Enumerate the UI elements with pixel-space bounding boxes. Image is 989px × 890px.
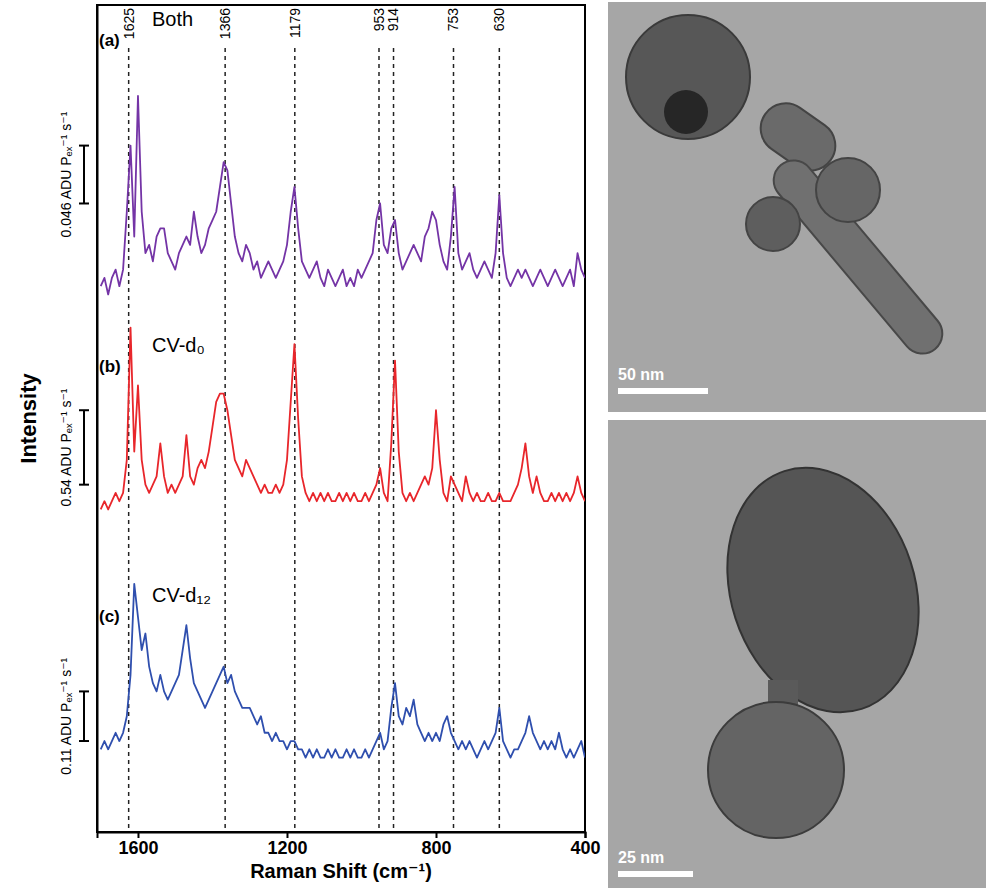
scale-bar-line bbox=[618, 388, 708, 394]
x-tick-label: 1600 bbox=[118, 838, 158, 858]
x-axis: 1600 1200 800 400 bbox=[98, 832, 601, 858]
tem-image: 50 nm bbox=[608, 2, 986, 412]
particle bbox=[664, 90, 708, 134]
tem-background bbox=[608, 2, 986, 412]
y-axis bbox=[97, 6, 98, 833]
panel-letter: (c) bbox=[99, 607, 120, 626]
particle bbox=[697, 443, 949, 738]
series-label: CV-d₀ bbox=[152, 334, 205, 356]
scale-bar-line bbox=[83, 410, 85, 484]
scale-bar-line bbox=[83, 146, 85, 204]
tem-background bbox=[608, 420, 986, 888]
particle bbox=[626, 15, 750, 139]
spectrum-line bbox=[101, 96, 585, 294]
scale-bar-label: 0.54 ADU Pₑₓ⁻¹ s⁻¹ bbox=[58, 388, 74, 506]
reference-line bbox=[378, 48, 380, 832]
reference-label: 914 bbox=[385, 8, 401, 32]
annotations: (a) Both 0.046 ADU Pₑₓ⁻¹ s⁻¹ (b) CV-d₀ 0.54 A… bbox=[58, 8, 211, 775]
scale-bar-cap bbox=[79, 690, 89, 692]
reference-label: 1366 bbox=[217, 8, 233, 39]
reference-lines: 162513661179953914753630 bbox=[121, 8, 508, 832]
reference-line bbox=[393, 48, 395, 832]
particle bbox=[746, 197, 800, 251]
particle bbox=[766, 152, 951, 362]
figure-container: 162513661179953914753630(a)Both0.046 ADU… bbox=[0, 0, 989, 890]
x-axis-line bbox=[98, 833, 586, 839]
scale-bar-label: 50 nm bbox=[618, 366, 664, 383]
tem-content: 25 nm bbox=[608, 420, 986, 888]
reference-line bbox=[294, 48, 296, 832]
scale-bar-cap bbox=[79, 145, 89, 147]
scale-bar: 0.54 ADU Pₑₓ⁻¹ s⁻¹ bbox=[58, 388, 89, 506]
x-tick-label: 800 bbox=[421, 838, 451, 858]
scale-bar-cap bbox=[79, 484, 89, 486]
scale-bar-label: 0.11 ADU Pₑₓ⁻¹ s⁻¹ bbox=[58, 657, 74, 774]
scale-bar-line bbox=[83, 691, 85, 741]
plot-frame bbox=[97, 5, 585, 832]
x-tick: 800 bbox=[421, 832, 451, 858]
scale-bar-cap bbox=[79, 409, 89, 411]
y-axis-line bbox=[97, 6, 99, 833]
scale-bar-label: 25 nm bbox=[618, 849, 664, 866]
series-label: Both bbox=[152, 8, 193, 30]
reference-label: 1179 bbox=[287, 8, 303, 38]
x-axis-title: Raman Shift (cm⁻¹) bbox=[250, 860, 432, 882]
particle bbox=[708, 702, 844, 838]
panel-letter: (b) bbox=[99, 357, 121, 376]
figure: 162513661179953914753630(a)Both0.046 ADU… bbox=[0, 0, 989, 890]
particle bbox=[816, 158, 880, 222]
panel-letter: (a) bbox=[99, 31, 120, 50]
x-tick: 1600 bbox=[118, 832, 158, 858]
scale-bar-cap bbox=[79, 740, 89, 742]
y-axis-title: Intensity bbox=[16, 373, 41, 464]
scale-bar-line bbox=[618, 871, 693, 877]
scale-bar-cap bbox=[79, 202, 89, 204]
reference-label: 753 bbox=[445, 8, 461, 32]
traces bbox=[101, 96, 585, 758]
reference-label: 1625 bbox=[121, 8, 137, 39]
spectrum-line bbox=[101, 328, 585, 510]
tem-content: 50 nm bbox=[608, 2, 986, 412]
scale-bar: 0.046 ADU Pₑₓ⁻¹ s⁻¹ bbox=[58, 111, 89, 237]
reference-label: 630 bbox=[491, 8, 507, 32]
scale-bar-label: 0.046 ADU Pₑₓ⁻¹ s⁻¹ bbox=[58, 111, 74, 237]
scale-bar: 0.11 ADU Pₑₓ⁻¹ s⁻¹ bbox=[58, 657, 89, 774]
x-tick: 400 bbox=[570, 832, 600, 858]
x-tick-label: 1200 bbox=[267, 838, 307, 858]
tem-image: 25 nm bbox=[608, 420, 986, 888]
x-tick-label: 400 bbox=[570, 838, 600, 858]
reference-line bbox=[453, 48, 455, 832]
series-label: CV-d₁₂ bbox=[152, 584, 211, 606]
x-tick: 1200 bbox=[267, 832, 307, 858]
spectrum-line bbox=[101, 584, 585, 758]
